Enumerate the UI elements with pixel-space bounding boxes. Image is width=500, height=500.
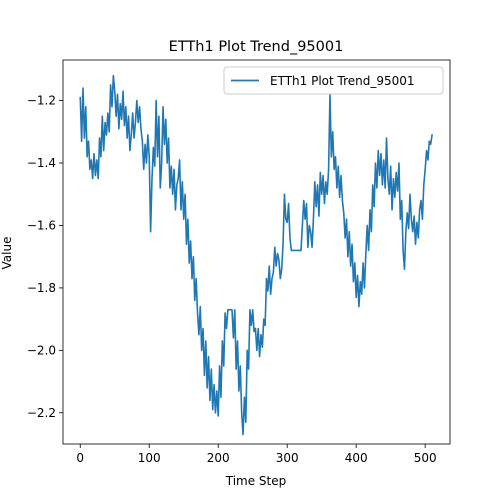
chart-title: ETTh1 Plot Trend_95001 xyxy=(169,39,344,55)
x-tick-label: 0 xyxy=(76,451,84,465)
y-tick-label: −1.6 xyxy=(27,218,56,232)
x-tick-label: 200 xyxy=(207,451,230,465)
y-tick-label: −1.4 xyxy=(27,156,56,170)
plot-area xyxy=(62,59,451,445)
y-tick-label: −1.2 xyxy=(27,94,56,108)
y-tick-label: −2.0 xyxy=(27,343,56,357)
x-axis-ticks: 0 100 200 300 400 500 xyxy=(76,444,437,465)
legend-entry-label: ETTh1 Plot Trend_95001 xyxy=(270,74,415,88)
x-tick-label: 500 xyxy=(414,451,437,465)
legend-box xyxy=(223,66,444,95)
y-axis-ticks: −2.2 −2.0 −1.8 −1.6 −1.4 −1.2 xyxy=(27,94,63,420)
x-tick-label: 100 xyxy=(138,451,161,465)
x-axis-label: Time Step xyxy=(225,474,287,488)
x-tick-label: 300 xyxy=(276,451,299,465)
series-line-0 xyxy=(79,74,433,436)
data-layer xyxy=(79,74,433,436)
y-axis-label: Value xyxy=(0,237,14,270)
y-tick-label: −2.2 xyxy=(27,406,56,420)
x-tick-label: 400 xyxy=(345,451,368,465)
legend: ETTh1 Plot Trend_95001 xyxy=(223,66,444,95)
y-tick-label: −1.8 xyxy=(27,281,56,295)
